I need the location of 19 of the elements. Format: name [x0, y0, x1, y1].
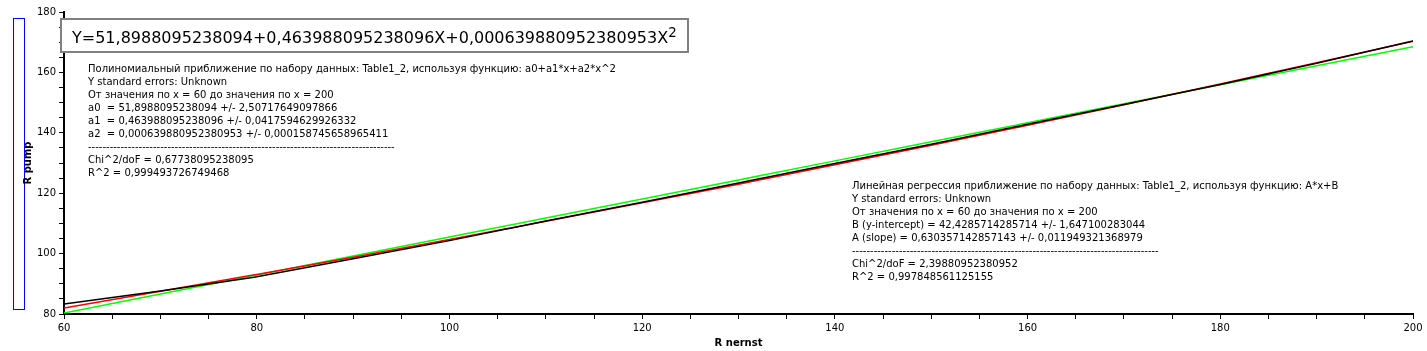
y-tick-label: 80	[43, 307, 57, 319]
x-tick-label: 140	[825, 321, 845, 333]
x-tick-label: 200	[1403, 321, 1423, 333]
x-tick-label: 60	[57, 321, 71, 333]
y-tick-label: 100	[36, 247, 57, 259]
annotation: Y=51,8988095238094+0,463988095238096X+0,000639880952380953X$^{2}$	[60, 18, 689, 54]
x-tick-label: 100	[439, 321, 460, 333]
x-tick-label: 80	[250, 321, 264, 333]
x-tick-label: 180	[1210, 321, 1230, 333]
text: Полиномиальный приближение по набору данных: Table1_2, используя функцию: a0+a1*x+a2*x^2 Y standard errors: Unknown От значения по x = 60 до значения по x = 200 a0 = 51,8988095238094 +/- 2,50717649097866 a1 = 0,463988095238096 +/- 0,0417594629926332 a2 = 0,000639880952380953 +/- 0,000158745658965411 ------------------------------------------------------------------------------------- Chi^2/doF = 0,67738095238095 R^2 = 0,999493726749468	[88, 63, 616, 178]
x-axis-title: R nernst	[714, 336, 763, 348]
x-tick-label: 120	[632, 321, 652, 333]
y-axis-title: R pump	[21, 141, 33, 185]
y-tick-label: 120	[36, 186, 57, 198]
annotation: Линейная регрессия приближение по набору данных: Table1_2, используя функцию: A*x+B Y standard errors: Unknown От значения по x = 60 до значения по x = 200 B (y-intercept) = 42,4285714285714 +/- 1,647100283044 A (slope) = 0,630357142857143 +/- 0,011949321368979 ------------------------------------------------------------------------------------- Chi^2/doF = 2,39880952380952 R^2 = 0,997848561125155	[852, 179, 1339, 283]
y-tick-label: 180	[36, 5, 57, 17]
y-tick-label: 160	[36, 65, 57, 77]
x-tick-label: 160	[1018, 321, 1038, 333]
y-tick-label: 140	[36, 126, 57, 138]
